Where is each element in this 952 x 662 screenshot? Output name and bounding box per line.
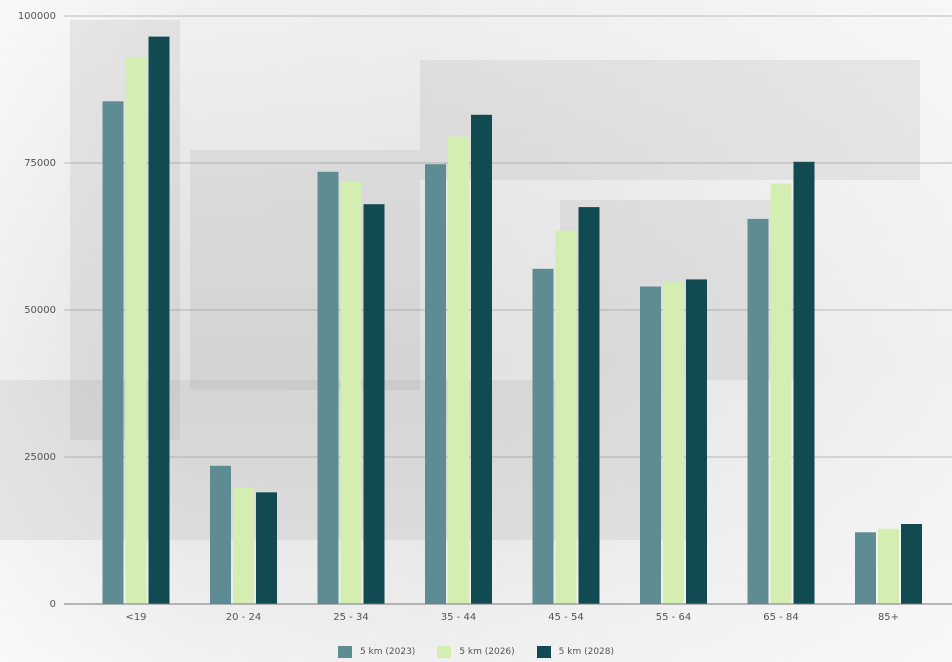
x-axis-ticks: <19 20 - 24 25 - 34 35 - 44 45 - 54 55 - 64 65… <box>125 612 899 623</box>
legend-label: 5 km (2026) <box>459 647 515 657</box>
legend-item: 5 km (2028) <box>536 646 615 658</box>
bar <box>793 161 815 605</box>
bar <box>770 183 792 604</box>
bar <box>878 528 899 604</box>
bar <box>555 230 577 604</box>
x-tick-label: 20 - 24 <box>226 612 261 623</box>
bar <box>233 487 254 604</box>
legend-item: 5 km (2023) <box>337 646 416 658</box>
bar <box>425 164 446 604</box>
bar <box>901 524 922 604</box>
x-tick-label: 35 - 44 <box>441 612 476 623</box>
x-tick-label: 65 - 84 <box>763 612 798 623</box>
legend-label: 5 km (2028) <box>558 647 615 657</box>
gridlines <box>64 15 952 458</box>
bar <box>578 207 600 604</box>
x-tick-label: <19 <box>125 612 146 623</box>
bar <box>471 114 492 605</box>
bar <box>855 532 876 604</box>
legend: 5 km (2023) 5 km (2026) 5 km (2028) <box>0 646 952 658</box>
legend-swatch <box>536 646 551 658</box>
legend-item: 5 km (2026) <box>437 646 515 658</box>
legend-label: 5 km (2023) <box>359 647 416 657</box>
y-axis-ticks: 0 25000 50000 75000 100000 <box>18 11 56 610</box>
bar <box>210 465 231 604</box>
bar <box>317 171 339 605</box>
bar <box>340 181 362 605</box>
bars <box>102 36 922 605</box>
y-tick-label: 50000 <box>24 305 56 316</box>
legend-swatch <box>437 646 452 658</box>
y-tick-label: 75000 <box>24 158 56 169</box>
bar <box>663 281 684 604</box>
y-tick-label: 25000 <box>24 452 56 463</box>
bar <box>747 218 769 604</box>
bar <box>256 492 277 604</box>
bar <box>102 101 124 605</box>
bar <box>686 279 707 604</box>
x-tick-label: 25 - 34 <box>333 612 368 623</box>
bar <box>448 136 469 604</box>
y-tick-label: 0 <box>50 599 56 610</box>
bar <box>363 204 385 604</box>
bar <box>640 286 661 604</box>
bar <box>532 268 554 604</box>
x-tick-label: 85+ <box>878 612 899 623</box>
bar <box>125 57 147 604</box>
y-tick-label: 100000 <box>18 11 56 22</box>
legend-swatch <box>337 646 352 658</box>
x-tick-label: 55 - 64 <box>656 612 691 623</box>
bar <box>148 36 170 605</box>
x-tick-label: 45 - 54 <box>548 612 583 623</box>
